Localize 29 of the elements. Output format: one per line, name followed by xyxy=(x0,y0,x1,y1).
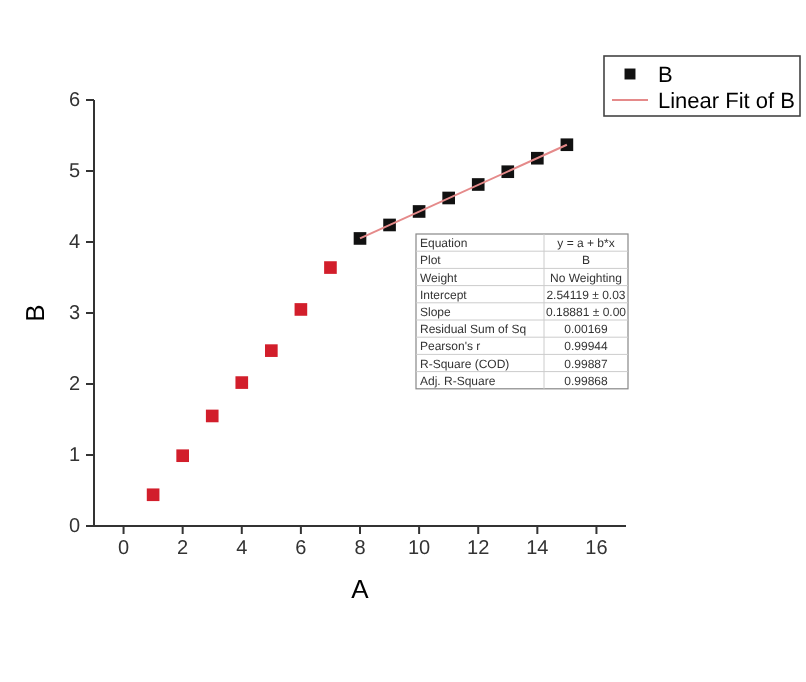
x-axis-title: A xyxy=(351,574,370,604)
point xyxy=(560,138,574,152)
point xyxy=(324,261,337,274)
y-axis-title: B xyxy=(20,304,50,322)
point xyxy=(235,376,249,389)
y-tick-label: 6 xyxy=(68,90,81,113)
x-tick-label: 4 xyxy=(236,538,249,561)
x-tick-label: 0 xyxy=(117,538,130,561)
y-tick-label: 3 xyxy=(68,303,81,326)
point xyxy=(176,449,189,463)
x-tick-label: 6 xyxy=(295,538,308,561)
point xyxy=(146,488,160,502)
point xyxy=(205,409,219,423)
y-tick-label: 4 xyxy=(68,232,81,255)
y-tick-label: 0 xyxy=(68,516,81,539)
x-tick-label: 10 xyxy=(407,538,432,561)
y-tick-label: 1 xyxy=(68,445,81,468)
y-tick-label: 5 xyxy=(68,161,81,184)
legend-label: Linear Fit of B xyxy=(658,90,795,114)
point xyxy=(294,303,308,316)
x-tick-label: 8 xyxy=(354,538,367,561)
point xyxy=(353,232,367,245)
point xyxy=(265,344,278,357)
y-tick-label: 2 xyxy=(68,374,81,397)
x-tick-label: 16 xyxy=(585,538,609,561)
x-tick-label: 14 xyxy=(526,538,550,561)
x-tick-label: 2 xyxy=(177,538,190,561)
x-tick-label: 12 xyxy=(467,538,491,561)
legend-label: B xyxy=(658,64,673,88)
